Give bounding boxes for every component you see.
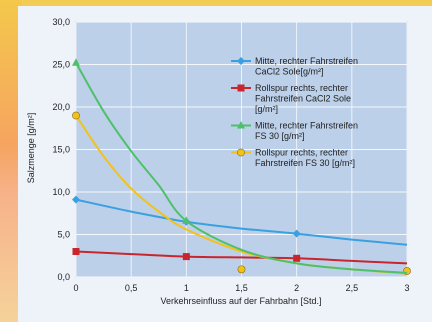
- top-accent-strip: [0, 0, 432, 8]
- series-2: [72, 248, 408, 265]
- legend-label: Fahrstreifen FS 30 [g/m²]: [255, 158, 355, 168]
- legend-label: [g/m²]: [255, 104, 278, 114]
- legend-swatch-marker: [237, 57, 245, 65]
- series-point: [293, 254, 301, 262]
- y-tick-label: 20,0: [52, 102, 70, 112]
- x-tick-label: 0: [73, 283, 78, 293]
- y-tick-label: 5,0: [57, 230, 70, 240]
- series-point: [237, 265, 246, 274]
- series-point: [72, 111, 80, 120]
- series-3: [72, 58, 408, 274]
- legend-swatch-marker: [237, 148, 245, 157]
- x-tick-label: 2: [294, 283, 299, 293]
- series-point: [182, 216, 191, 224]
- series-line: [75, 198, 408, 246]
- y-tick-label: 15,0: [52, 145, 70, 155]
- x-tick-label: 3: [404, 283, 409, 293]
- x-tick-label: 2,5: [346, 283, 359, 293]
- series-layer: [72, 58, 411, 275]
- x-tick-label: 1: [184, 283, 189, 293]
- series-point: [292, 229, 301, 238]
- y-tick-label: 30,0: [52, 17, 70, 27]
- legend-label: Mitte, rechter Fahrstreifen: [255, 121, 358, 131]
- legend-label: Mitte, rechter Fahrstreifen: [255, 56, 358, 66]
- legend-label: Rollspur rechts, rechter: [255, 148, 348, 158]
- series-point: [72, 58, 80, 66]
- series-point: [72, 195, 80, 204]
- series-point: [72, 248, 80, 255]
- x-tick-label: 1,5: [235, 283, 248, 293]
- y-tick-label: 25,0: [52, 60, 70, 70]
- series-point: [182, 253, 190, 261]
- legend-label: FS 30 [g/m²]: [255, 131, 305, 141]
- left-accent-strip: [0, 0, 22, 322]
- y-tick-labels: 0,0 5,0 10,0 15,0 20,0 25,0 30,0: [52, 17, 70, 282]
- y-tick-label: 0,0: [57, 272, 70, 282]
- y-tick-label: 10,0: [52, 187, 70, 197]
- series-line: [75, 250, 408, 265]
- x-axis-title: Verkehrseinfluss auf der Fahrbahn [Std.]: [160, 296, 321, 306]
- x-tick-label: 0,5: [125, 283, 138, 293]
- legend-swatch-marker: [237, 121, 245, 129]
- y-axis-title: Salzmenge [g/m²]: [26, 113, 36, 184]
- legend-swatch-marker: [237, 84, 245, 92]
- legend-label: Fahrstreifen CaCl2 Sole: [255, 94, 351, 104]
- legend-label: Rollspur rechts, rechter: [255, 83, 348, 93]
- legend-label: CaCl2 Sole[g/m²]: [255, 67, 324, 77]
- x-tick-labels: 0 0,5 1 1,5 2 2,5 3: [73, 283, 409, 293]
